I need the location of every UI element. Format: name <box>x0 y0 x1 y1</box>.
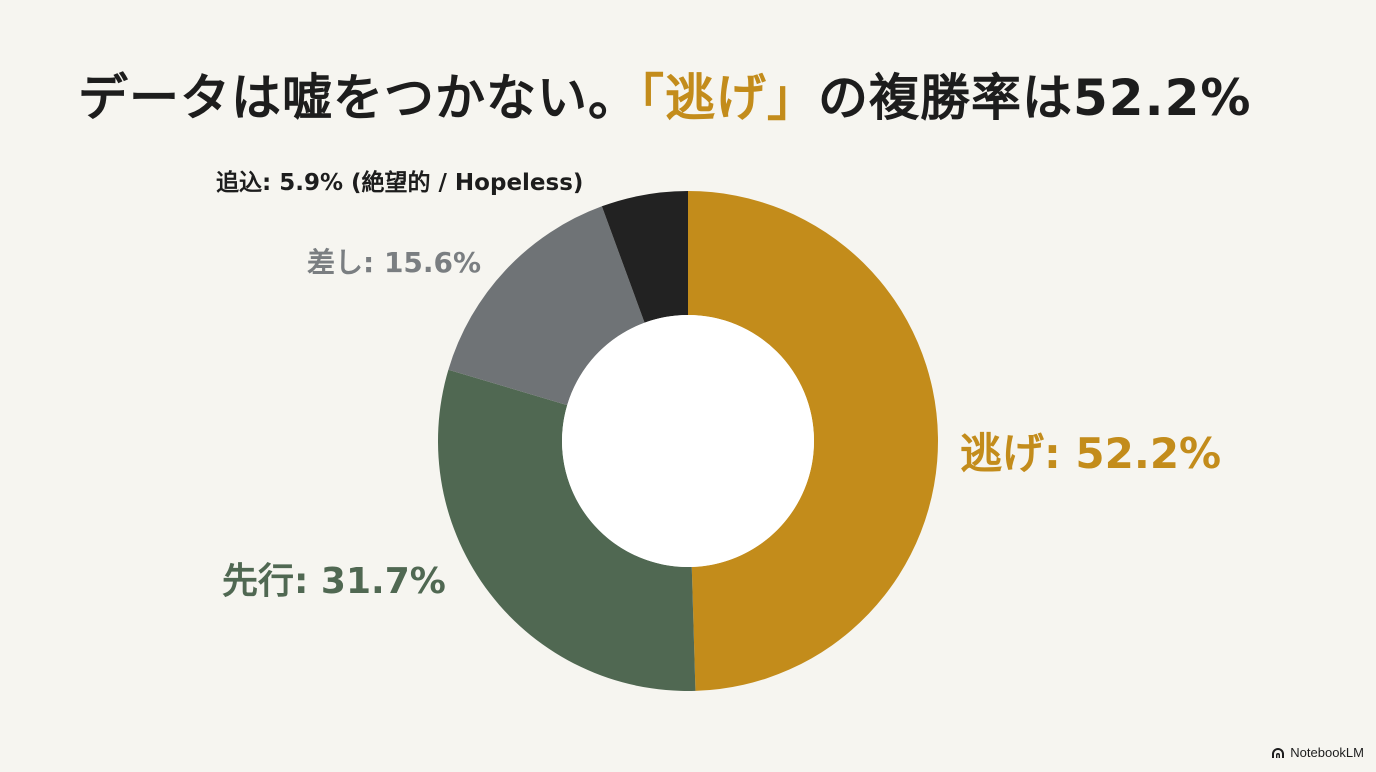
slice-label-2: 先行: 31.7% <box>222 561 446 602</box>
title-accent: 「逃げ」 <box>639 69 818 127</box>
notebooklm-logo-icon <box>1272 747 1285 758</box>
page-title: データは嘘をつかない。「逃げ」の複勝率は52.2% <box>78 58 1251 130</box>
slice-3 <box>448 206 645 406</box>
slice-label-3: 差し: 15.6% <box>307 246 481 279</box>
slice-4 <box>601 191 688 323</box>
slice-label-1: 逃げ: 52.2% <box>960 429 1221 478</box>
slice-2 <box>437 369 696 691</box>
title-suffix: の複勝率は52.2% <box>818 69 1252 127</box>
slice-1 <box>688 191 939 691</box>
brand-footer: NotebookLM <box>1271 745 1364 760</box>
brand-text: NotebookLM <box>1290 745 1364 760</box>
donut-hole <box>562 315 814 567</box>
title-prefix: データは嘘をつかない。 <box>78 69 639 127</box>
slice-label-4: 追込: 5.9% (絶望的 / Hopeless) <box>216 169 583 196</box>
